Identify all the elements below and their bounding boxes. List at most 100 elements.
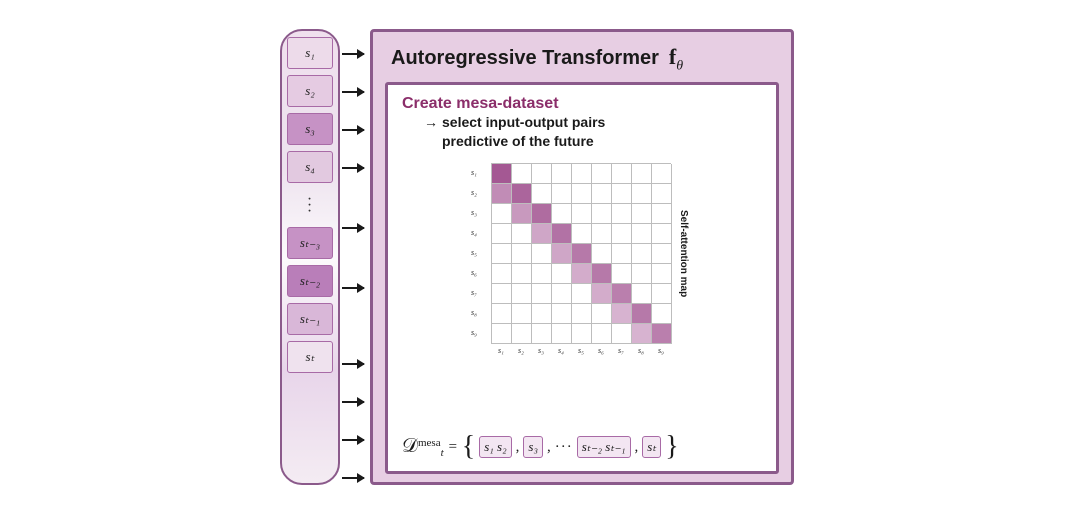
token: s₂ bbox=[287, 75, 333, 107]
heatmap-cell bbox=[632, 324, 652, 344]
arrow-icon bbox=[342, 91, 364, 93]
heatmap-cell bbox=[492, 164, 512, 184]
heatmap-cell bbox=[612, 324, 632, 344]
heatmap-cell bbox=[612, 224, 632, 244]
heatmap-cell bbox=[552, 264, 572, 284]
mesa-subline2: predictive of the future bbox=[442, 132, 762, 151]
heatmap-cell bbox=[552, 204, 572, 224]
heatmap-cell bbox=[492, 244, 512, 264]
heatmap-cell bbox=[512, 164, 532, 184]
title-row: Autoregressive Transformer fθ bbox=[385, 40, 779, 82]
heatmap-cell bbox=[632, 304, 652, 324]
arrow-icon: → bbox=[424, 114, 438, 130]
heatmap-cell bbox=[652, 184, 672, 204]
axis-label: s₇ bbox=[471, 283, 477, 303]
heatmap-cell bbox=[552, 184, 572, 204]
axis-label: s₈ bbox=[471, 303, 477, 323]
heatmap-cell bbox=[652, 164, 672, 184]
heatmap-cell bbox=[512, 304, 532, 324]
heatmap-cell bbox=[512, 284, 532, 304]
comma-3: , bbox=[635, 439, 639, 456]
arrow-icon bbox=[342, 439, 364, 441]
heatmap-cell bbox=[512, 204, 532, 224]
mesa-dataset-box: Create mesa-dataset →select input-output… bbox=[385, 82, 779, 474]
token: s₄ bbox=[287, 151, 333, 183]
heatmap-cell bbox=[652, 304, 672, 324]
heatmap-cell bbox=[612, 204, 632, 224]
col-labels: s₁s₂s₃s₄s₅s₆s₇s₈s₉ bbox=[491, 346, 697, 355]
axis-label: s₆ bbox=[471, 263, 477, 283]
arrow-icon bbox=[342, 401, 364, 403]
heatmap-cell bbox=[532, 284, 552, 304]
heatmap-cell bbox=[632, 164, 652, 184]
heatmap-cell bbox=[592, 224, 612, 244]
heatmap-cell bbox=[492, 264, 512, 284]
arrow-icon bbox=[342, 53, 364, 55]
heatmap-cell bbox=[492, 224, 512, 244]
mesa-equation: 𝒟mesat = { s₁ s₂ , s₃ , ··· sₜ₋₂ sₜ₋₁ , … bbox=[402, 435, 762, 459]
dots: ··· bbox=[555, 439, 573, 456]
heatmap-cell bbox=[572, 304, 592, 324]
axis-label: s₅ bbox=[471, 243, 477, 263]
pair-1: s₁ s₂ bbox=[479, 436, 511, 458]
function-symbol: fθ bbox=[669, 44, 683, 74]
heatmap-cell bbox=[572, 284, 592, 304]
row-labels: s₁s₂s₃s₄s₅s₆s₇s₈s₉ bbox=[471, 163, 477, 343]
heatmap-cell bbox=[572, 184, 592, 204]
heatmap-cell bbox=[512, 264, 532, 284]
token: sₜ₋₂ bbox=[287, 265, 333, 297]
heatmap-cell bbox=[532, 244, 552, 264]
figure-root: s₁s₂s₃s₄· · ·sₜ₋₃sₜ₋₂sₜ₋₁sₜ Autoregressi… bbox=[280, 21, 800, 491]
heatmap-cell bbox=[532, 264, 552, 284]
axis-label: s₂ bbox=[511, 346, 531, 355]
arrow-icon bbox=[342, 167, 364, 169]
token: s₃ bbox=[287, 113, 333, 145]
heatmap-cell bbox=[492, 304, 512, 324]
heatmap-cell bbox=[552, 304, 572, 324]
heatmap-cell bbox=[552, 284, 572, 304]
heatmap-cell bbox=[612, 304, 632, 324]
axis-label: s₄ bbox=[551, 346, 571, 355]
heatmap-cell bbox=[512, 324, 532, 344]
heatmap-cell bbox=[572, 224, 592, 244]
pair-3: sₜ₋₂ sₜ₋₁ bbox=[577, 436, 631, 458]
heatmap-cell bbox=[592, 164, 612, 184]
heatmap-cell bbox=[572, 244, 592, 264]
heatmap-cell bbox=[532, 204, 552, 224]
axis-label: s₁ bbox=[491, 346, 511, 355]
heatmap-cell bbox=[632, 184, 652, 204]
arrow-icon bbox=[342, 287, 364, 289]
heatmap-cell bbox=[612, 284, 632, 304]
comma-1: , bbox=[516, 439, 520, 456]
heatmap-cell bbox=[532, 224, 552, 244]
token-arrows bbox=[340, 29, 366, 485]
axis-label: s₇ bbox=[611, 346, 631, 355]
heatmap-cell bbox=[592, 324, 612, 344]
arrow-icon bbox=[342, 227, 364, 229]
heatmap-cell bbox=[612, 264, 632, 284]
heatmap-cell bbox=[492, 284, 512, 304]
heatmap-grid bbox=[491, 163, 671, 344]
heatmap-cell bbox=[492, 324, 512, 344]
arrow-icon bbox=[342, 363, 364, 365]
heatmap-cell bbox=[592, 304, 612, 324]
axis-label: s₃ bbox=[531, 346, 551, 355]
token: s₁ bbox=[287, 37, 333, 69]
axis-label: s₉ bbox=[651, 346, 671, 355]
heatmap-cell bbox=[612, 244, 632, 264]
heatmap-cell bbox=[572, 164, 592, 184]
lhs: 𝒟mesat bbox=[402, 435, 444, 459]
mesa-subline: →select input-output pairs bbox=[424, 113, 762, 132]
heatmap-cell bbox=[572, 264, 592, 284]
heatmap-cell bbox=[632, 264, 652, 284]
heatmap-cell bbox=[572, 204, 592, 224]
box-title: Autoregressive Transformer bbox=[391, 47, 659, 70]
heatmap-cell bbox=[652, 284, 672, 304]
heatmap-cell bbox=[552, 224, 572, 244]
attention-map: s₁s₂s₃s₄s₅s₆s₇s₈s₉ s₁s₂s₃s₄s₅s₆s₇s₈s₉ Se… bbox=[467, 163, 697, 355]
axis-label: s₁ bbox=[471, 163, 477, 183]
comma-2: , bbox=[547, 439, 551, 456]
token: sₜ₋₁ bbox=[287, 303, 333, 335]
heatmap-cell bbox=[532, 164, 552, 184]
axis-label: s₅ bbox=[571, 346, 591, 355]
